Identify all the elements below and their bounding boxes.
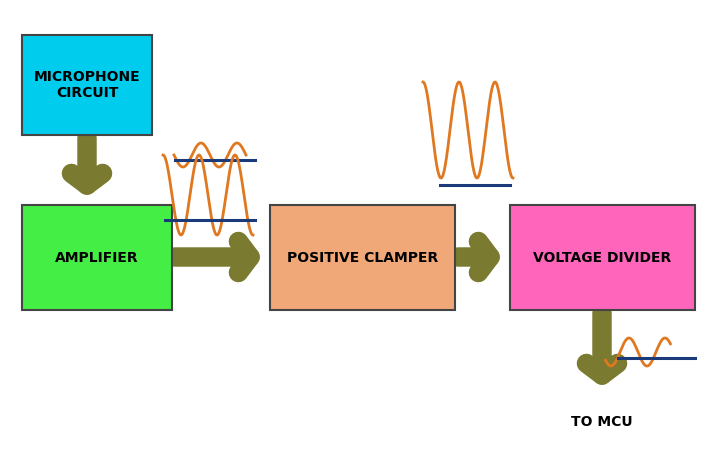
Text: AMPLIFIER: AMPLIFIER: [55, 251, 139, 264]
Text: MICROPHONE
CIRCUIT: MICROPHONE CIRCUIT: [33, 70, 141, 100]
Bar: [270, 205, 455, 310]
Bar: [510, 205, 695, 310]
Text: VOLTAGE DIVIDER: VOLTAGE DIVIDER: [533, 251, 672, 264]
Bar: [22, 205, 172, 310]
Bar: [22, 35, 152, 135]
Text: TO MCU: TO MCU: [571, 415, 633, 429]
Text: POSITIVE CLAMPER: POSITIVE CLAMPER: [287, 251, 438, 264]
